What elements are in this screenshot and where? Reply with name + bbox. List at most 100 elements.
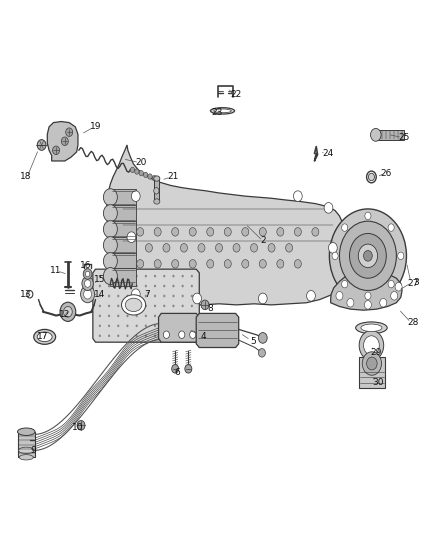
Circle shape: [154, 305, 156, 307]
Circle shape: [154, 260, 161, 268]
Circle shape: [191, 305, 193, 307]
Circle shape: [365, 212, 371, 220]
Ellipse shape: [214, 109, 231, 112]
Circle shape: [139, 171, 143, 176]
Circle shape: [108, 314, 110, 317]
Circle shape: [181, 285, 184, 287]
Circle shape: [148, 174, 152, 179]
Circle shape: [180, 244, 187, 252]
Circle shape: [145, 244, 152, 252]
Circle shape: [117, 285, 119, 287]
Circle shape: [154, 295, 156, 297]
Bar: [110, 221, 136, 239]
Circle shape: [233, 244, 240, 252]
Bar: [154, 179, 159, 201]
Circle shape: [103, 253, 117, 270]
Circle shape: [136, 325, 138, 327]
Circle shape: [127, 275, 129, 277]
Text: 17: 17: [37, 333, 49, 341]
Circle shape: [224, 228, 231, 236]
Circle shape: [189, 228, 196, 236]
Ellipse shape: [154, 199, 160, 204]
Circle shape: [181, 325, 184, 327]
Bar: [110, 253, 136, 271]
Polygon shape: [93, 269, 199, 342]
Circle shape: [84, 289, 92, 299]
Circle shape: [294, 228, 301, 236]
Ellipse shape: [361, 324, 382, 332]
Circle shape: [324, 203, 333, 213]
Text: 11: 11: [50, 266, 62, 275]
Text: 9: 9: [30, 446, 36, 455]
Circle shape: [224, 260, 231, 268]
Bar: [110, 268, 136, 286]
Circle shape: [99, 314, 101, 317]
Ellipse shape: [125, 298, 142, 311]
Bar: [110, 237, 136, 255]
Circle shape: [99, 295, 101, 297]
Circle shape: [181, 305, 184, 307]
Circle shape: [163, 295, 166, 297]
Circle shape: [172, 365, 179, 373]
Circle shape: [127, 314, 129, 317]
Ellipse shape: [37, 332, 52, 342]
Circle shape: [185, 365, 192, 373]
Circle shape: [137, 228, 144, 236]
Circle shape: [336, 292, 343, 300]
Bar: [110, 205, 136, 223]
Circle shape: [268, 244, 275, 252]
Circle shape: [294, 260, 301, 268]
Circle shape: [64, 306, 72, 317]
Circle shape: [359, 330, 384, 360]
Circle shape: [108, 335, 110, 337]
Circle shape: [117, 335, 119, 337]
Circle shape: [163, 325, 166, 327]
Circle shape: [191, 295, 193, 297]
Circle shape: [117, 314, 119, 317]
Text: 26: 26: [381, 169, 392, 177]
Text: 19: 19: [90, 123, 101, 131]
Text: 23: 23: [211, 109, 223, 117]
Circle shape: [259, 228, 266, 236]
Circle shape: [365, 292, 371, 300]
Circle shape: [145, 314, 147, 317]
Circle shape: [154, 325, 156, 327]
Circle shape: [190, 331, 196, 338]
Circle shape: [152, 175, 156, 181]
Circle shape: [191, 285, 193, 287]
Circle shape: [347, 298, 354, 307]
Circle shape: [131, 191, 140, 201]
Circle shape: [173, 285, 174, 287]
Circle shape: [108, 275, 110, 277]
Ellipse shape: [18, 428, 35, 435]
Circle shape: [362, 352, 381, 375]
Circle shape: [163, 305, 166, 307]
Circle shape: [181, 295, 184, 297]
Circle shape: [103, 189, 117, 206]
Circle shape: [286, 244, 293, 252]
Text: 20: 20: [135, 158, 147, 167]
Circle shape: [136, 305, 138, 307]
Text: 25: 25: [398, 133, 410, 142]
Circle shape: [258, 349, 265, 357]
Polygon shape: [107, 145, 359, 305]
Circle shape: [145, 285, 147, 287]
Circle shape: [251, 244, 258, 252]
Polygon shape: [47, 122, 78, 161]
Circle shape: [103, 221, 117, 238]
Circle shape: [81, 286, 95, 303]
Text: 30: 30: [372, 378, 383, 387]
Circle shape: [173, 314, 174, 317]
Circle shape: [395, 282, 402, 291]
Text: 21: 21: [167, 173, 179, 181]
Circle shape: [179, 331, 185, 338]
Text: 22: 22: [230, 91, 241, 99]
Circle shape: [181, 275, 184, 277]
Circle shape: [173, 325, 174, 327]
Circle shape: [391, 292, 398, 300]
Circle shape: [108, 305, 110, 307]
Circle shape: [137, 260, 144, 268]
Circle shape: [163, 335, 166, 337]
Circle shape: [163, 244, 170, 252]
Circle shape: [242, 260, 249, 268]
